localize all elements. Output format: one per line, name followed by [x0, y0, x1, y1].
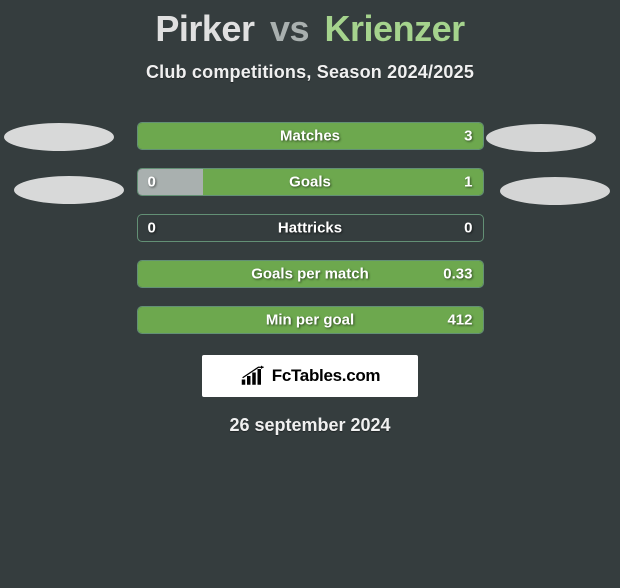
- stat-value-left: 0: [148, 174, 156, 191]
- stat-label: Goals per match: [251, 266, 369, 283]
- date-text: 26 september 2024: [0, 415, 620, 436]
- stat-value-right: 412: [447, 312, 472, 329]
- stat-value-right: 3: [464, 128, 472, 145]
- stat-value-right: 0: [464, 220, 472, 237]
- subtitle: Club competitions, Season 2024/2025: [0, 62, 620, 83]
- footer-badge[interactable]: FcTables.com: [202, 355, 418, 397]
- stat-label: Hattricks: [278, 220, 342, 237]
- stat-row: 412 Min per goal: [138, 307, 483, 333]
- title-vs: vs: [270, 8, 309, 49]
- bars-logo-icon: [240, 365, 268, 387]
- stat-bar-right: [203, 169, 482, 195]
- decor-ellipse-right-2: [500, 177, 610, 205]
- page-title: Pirker vs Krienzer: [0, 8, 620, 50]
- stat-row: 0 0 Hattricks: [138, 215, 483, 241]
- title-player-left: Pirker: [155, 8, 254, 49]
- decor-ellipse-left-2: [14, 176, 124, 204]
- decor-ellipse-left-1: [4, 123, 114, 151]
- stats-bars: 3 Matches 0 1 Goals 0 0 Hattricks 0.33 Goals per …: [138, 123, 483, 333]
- footer-brand: FcTables.com: [272, 366, 381, 386]
- stat-label: Min per goal: [266, 312, 354, 329]
- decor-ellipse-right-1: [486, 124, 596, 152]
- stat-label: Goals: [289, 174, 331, 191]
- stat-label: Matches: [280, 128, 340, 145]
- stat-row: 0 1 Goals: [138, 169, 483, 195]
- title-player-right: Krienzer: [325, 8, 465, 49]
- stat-row: 3 Matches: [138, 123, 483, 149]
- stat-value-right: 1: [464, 174, 472, 191]
- stat-value-right: 0.33: [443, 266, 472, 283]
- stat-value-left: 0: [148, 220, 156, 237]
- stat-row: 0.33 Goals per match: [138, 261, 483, 287]
